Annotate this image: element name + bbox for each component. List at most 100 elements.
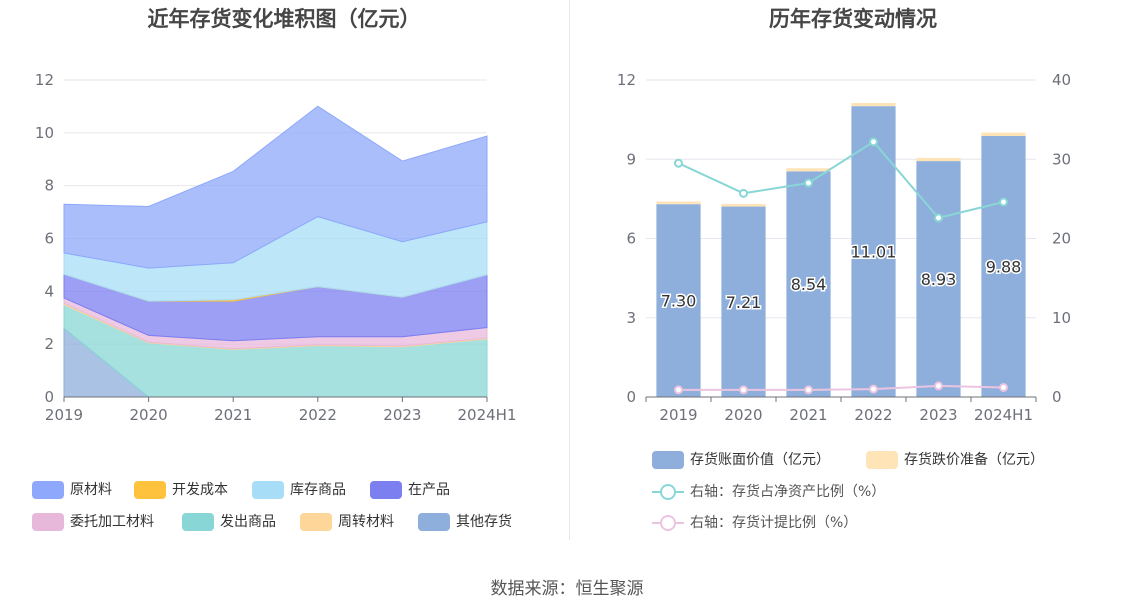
line-point <box>674 385 683 395</box>
bar-book-value <box>656 204 701 397</box>
left-chart-panel: 近年存货变化堆积图（亿元） 0 2 4 6 8 10 12 2019 2020 2021 2022 2… <box>0 0 568 560</box>
line-point <box>739 188 748 198</box>
y-tick-label: 8 <box>44 177 54 195</box>
line-point <box>739 385 748 395</box>
x-tick-label: 2024H1 <box>974 406 1033 424</box>
line-point <box>869 384 878 394</box>
legend-swatch <box>418 513 450 531</box>
y-tick-label: 4 <box>44 282 54 300</box>
y-tick-label: 0 <box>626 388 636 406</box>
right-bar-line-chart: 0 3 6 9 12 0 10 20 30 40 7.30 7.21 8.54 11.01 8.93 9.88… <box>617 71 1071 424</box>
x-tick-label: 2019 <box>45 406 83 424</box>
legend-label: 右轴：存货占净资产比例（%） <box>690 484 886 500</box>
legend-swatch <box>300 513 332 531</box>
x-tick-label: 2024H1 <box>458 406 517 424</box>
legend-swatch <box>370 481 402 499</box>
line-net-asset-ratio <box>678 140 1004 220</box>
left-area-chart: 0 2 4 6 8 10 12 2019 2020 2021 2022 2023 2024H1 <box>35 71 517 424</box>
line-provision-ratio <box>678 384 1004 391</box>
right-chart-panel: 历年存货变动情况 0 3 6 9 12 0 10 20 30 40 7.30 7.21 8.54 11.0… <box>572 0 1134 560</box>
y2-tick-label: 0 <box>1052 388 1062 406</box>
line-point <box>674 158 683 168</box>
legend-item[interactable]: 存货跌价准备（亿元） <box>866 450 1044 470</box>
x-tick-label: 2020 <box>130 406 168 424</box>
legend-label: 原材料 <box>70 482 112 498</box>
legend-swatch <box>182 513 214 531</box>
x-tick-label: 2019 <box>659 406 697 424</box>
y2-tick-label: 40 <box>1052 71 1071 89</box>
bar-book-value <box>721 206 766 397</box>
bar-book-value <box>786 171 831 397</box>
legend-label: 在产品 <box>408 482 450 498</box>
bar-data-label: 7.21 <box>726 293 762 312</box>
legend-swatch <box>134 481 166 499</box>
y-tick-label: 3 <box>626 309 636 327</box>
legend-item[interactable]: 开发成本 <box>134 480 228 500</box>
x-tick-label: 2020 <box>724 406 762 424</box>
area-series-7 <box>63 105 488 269</box>
y-tick-label: 6 <box>44 230 54 248</box>
y-tick-label: 12 <box>617 71 636 89</box>
legend-swatch <box>652 451 684 469</box>
legend-item[interactable]: 其他存货 <box>418 512 512 532</box>
bar-data-label: 11.01 <box>851 243 897 262</box>
y-tick-label: 0 <box>44 388 54 406</box>
line-point <box>934 213 943 223</box>
y-tick-label: 9 <box>626 150 636 168</box>
legend-item[interactable]: 在产品 <box>370 480 450 500</box>
right-chart-title: 历年存货变动情况 <box>769 7 937 31</box>
legend-line-marker <box>652 483 684 501</box>
data-source-note: 数据来源：恒生聚源 <box>490 579 644 599</box>
line-point <box>869 137 878 147</box>
legend-swatch <box>866 451 898 469</box>
y2-tick-label: 30 <box>1052 150 1071 168</box>
y2-tick-label: 10 <box>1052 309 1071 327</box>
y2-tick-label: 20 <box>1052 230 1071 248</box>
legend-label: 开发成本 <box>172 482 228 498</box>
x-tick-label: 2022 <box>854 406 892 424</box>
bar-book-value <box>851 106 896 397</box>
legend-item[interactable]: 发出商品 <box>182 512 276 532</box>
legend-label: 其他存货 <box>456 514 512 530</box>
legend-label: 委托加工材料 <box>70 514 154 530</box>
x-tick-label: 2022 <box>299 406 337 424</box>
bar-data-label: 9.88 <box>986 258 1022 277</box>
bar-data-label: 8.93 <box>921 270 957 289</box>
panel-divider <box>569 0 570 540</box>
legend-label: 存货跌价准备（亿元） <box>904 452 1044 468</box>
left-chart-title: 近年存货变化堆积图（亿元） <box>147 7 421 31</box>
y-tick-label: 2 <box>44 335 54 353</box>
legend-line-marker <box>652 514 684 532</box>
legend-swatch <box>32 481 64 499</box>
x-tick-label: 2021 <box>214 406 252 424</box>
legend-item[interactable]: 周转材料 <box>300 512 394 532</box>
line-point <box>804 385 813 395</box>
y-tick-label: 12 <box>35 71 54 89</box>
bar-book-value <box>981 136 1026 397</box>
legend-label: 发出商品 <box>220 514 276 530</box>
legend-item[interactable]: 库存商品 <box>252 480 346 500</box>
legend-label: 库存商品 <box>290 482 346 498</box>
x-tick-label: 2023 <box>383 406 421 424</box>
legend-item[interactable]: 委托加工材料 <box>32 512 154 532</box>
legend-item[interactable]: 存货账面价值（亿元） <box>652 450 830 470</box>
legend-swatch <box>32 513 64 531</box>
bar-data-label: 7.30 <box>661 292 697 311</box>
line-point <box>934 381 943 391</box>
line-point <box>804 178 813 188</box>
y-tick-label: 10 <box>35 124 54 142</box>
legend-label: 周转材料 <box>338 514 394 530</box>
bar-impairment <box>851 102 896 107</box>
legend-item[interactable]: 右轴：存货计提比例（%） <box>652 513 857 533</box>
bar-data-label: 8.54 <box>791 275 827 294</box>
legend-item[interactable]: 原材料 <box>32 480 112 500</box>
bar-impairment <box>721 203 766 207</box>
line-point <box>999 382 1008 392</box>
legend-item[interactable]: 右轴：存货占净资产比例（%） <box>652 482 885 502</box>
y-tick-label: 6 <box>626 230 636 248</box>
legend-swatch <box>252 481 284 499</box>
line-point <box>999 197 1008 207</box>
legend-label: 存货账面价值（亿元） <box>690 452 830 468</box>
bar-impairment <box>981 132 1026 137</box>
x-tick-label: 2021 <box>789 406 827 424</box>
